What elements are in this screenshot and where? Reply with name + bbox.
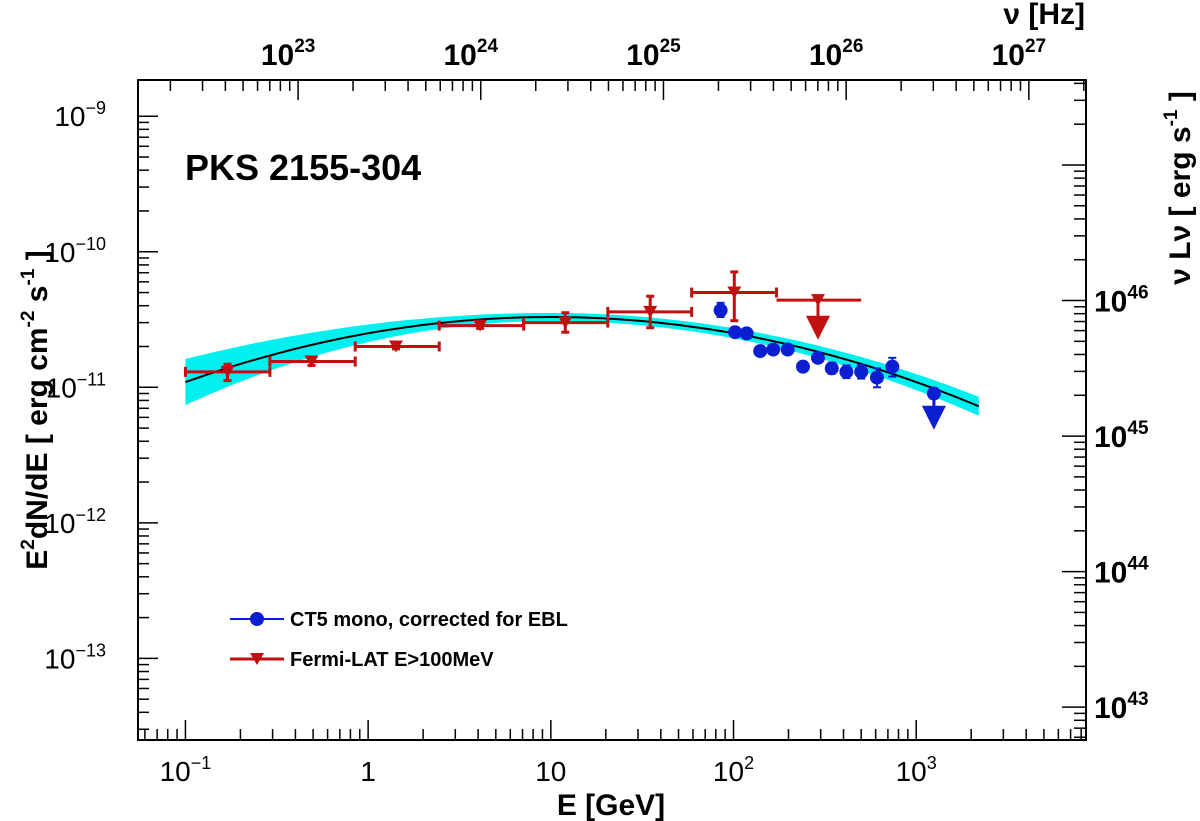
data-point-fermi [643,305,658,318]
data-point-ct5 [839,364,854,379]
right-axis-label: ν Lν [ erg s-1 ] [1161,91,1197,285]
data-point-ct5 [854,364,869,379]
svg-text:E2dN/dE [ erg cm-2 s-1 ]: E2dN/dE [ erg cm-2 s-1 ] [18,250,54,569]
legend-fermi-label: Fermi-LAT E>100MeV [290,649,494,671]
legend-ct5-label: CT5 mono, corrected for EBL [290,609,568,631]
data-point-fermi [473,319,488,332]
y-tick-label: 10−10 [44,234,106,268]
series-fermi [183,270,862,383]
y-tick-label: 10−13 [44,640,106,674]
legend-ct5-marker [250,612,264,626]
y-axis-label: E2dN/dE [ erg cm-2 s-1 ] [18,250,54,569]
x-tick-label: 10 [535,756,566,787]
plot-frame [137,79,1087,741]
x-tick-label: 102 [713,753,754,787]
data-point-ct5 [869,370,884,385]
data-point-ct5 [728,325,743,340]
legend-fermi-marker [250,653,264,665]
data-point-ct5 [766,342,781,357]
upper-limit-arrowhead [921,405,946,430]
legend-entry-ct5: CT5 mono, corrected for EBL [230,609,568,631]
data-point-ct5 [780,342,795,357]
right-tick-label: 1043 [1094,689,1149,725]
y-tick-label: 10−11 [46,369,106,403]
right-tick-label: 1046 [1094,283,1149,319]
top-tick-label: 1025 [626,36,681,72]
data-point-ct5 [713,303,728,318]
data-point-ct5 [753,344,768,359]
top-axis-label: ν [Hz] [1003,0,1085,31]
axes-layer: 10−1 1 10 102 10310−1310−1210−1110−1010−9102… [44,36,1149,787]
model-curve [185,316,980,408]
data-points-layer [183,270,946,430]
top-tick-label: 1024 [444,36,499,72]
data-point-fermi [220,365,235,378]
x-tick-label: 10−1 [160,753,212,787]
data-point-fermi [727,286,742,299]
top-tick-label: 1027 [992,36,1047,72]
y-tick-label: 10−9 [54,98,106,132]
top-tick-label: 1023 [261,36,316,72]
top-tick-label: 1026 [809,36,864,72]
series-ct5 [713,301,946,430]
model-uncertainty-band-layer [185,313,979,416]
model-uncertainty-band [185,313,979,416]
x-tick-label: 103 [896,753,937,787]
svg-text:ν Lν [ erg s-1 ]: ν Lν [ erg s-1 ] [1161,91,1197,285]
data-point-ct5 [810,350,825,365]
model-curve-layer [185,316,980,408]
data-point-fermi [304,355,319,368]
upper-limit-arrowhead [805,315,830,340]
data-point-ct5 [885,359,900,374]
x-tick-label: 1 [360,756,376,787]
right-tick-label: 1044 [1094,554,1149,590]
legend-entry-fermi: Fermi-LAT E>100MeV [230,649,494,671]
data-point-ct5 [795,359,810,374]
x-axis-label: E [GeV] [557,789,665,821]
data-point-fermi [558,316,573,329]
data-point-fermi [388,340,403,353]
data-point-ct5 [824,361,839,376]
right-tick-label: 1045 [1094,418,1149,454]
chart-title: PKS 2155-304 [185,147,421,188]
data-point-ct5 [739,326,754,341]
y-tick-label: 10−12 [44,505,106,539]
legend: CT5 mono, corrected for EBL Fermi-LAT E>… [230,609,568,671]
